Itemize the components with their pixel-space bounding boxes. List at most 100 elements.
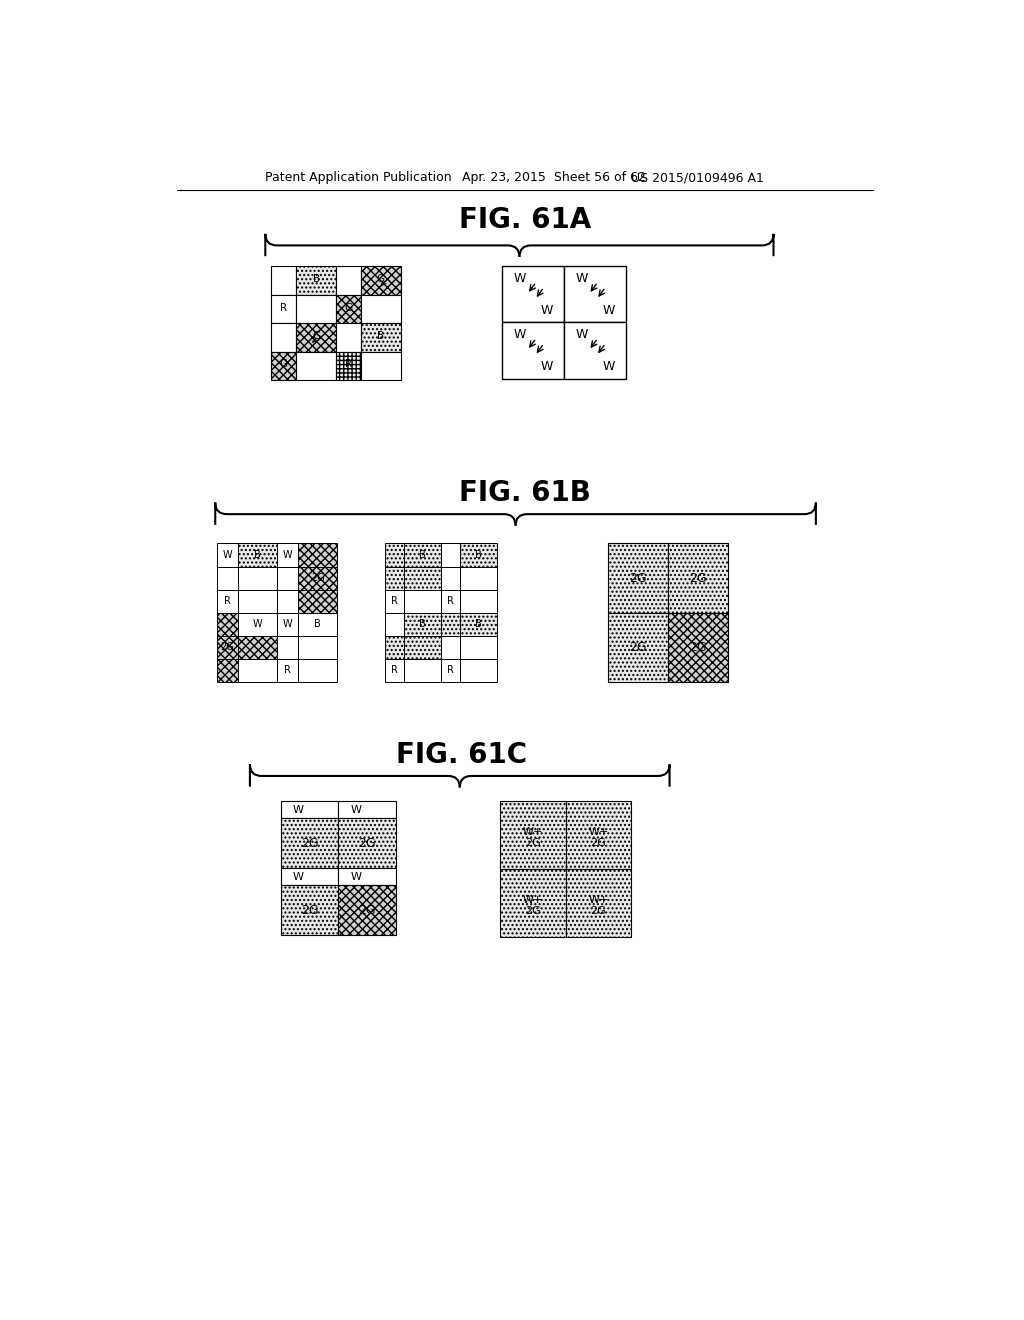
Bar (503, 322, 564, 379)
Bar (336, 294, 360, 323)
Bar (276, 612, 298, 636)
Text: 2G: 2G (525, 906, 541, 916)
Text: 2G: 2G (301, 904, 318, 917)
Bar (239, 590, 276, 612)
Text: B: B (314, 619, 322, 630)
Bar (298, 659, 337, 682)
Bar (460, 590, 497, 612)
Text: R: R (281, 302, 288, 313)
Bar (403, 659, 441, 682)
Text: G: G (280, 359, 288, 370)
Text: 2G: 2G (221, 643, 234, 652)
Text: W: W (541, 304, 553, 317)
Bar (296, 267, 336, 294)
Text: B: B (312, 275, 319, 284)
Text: W: W (513, 272, 526, 285)
Text: W: W (541, 360, 553, 372)
Bar (298, 636, 337, 659)
Bar (668, 544, 728, 612)
Bar (385, 659, 403, 682)
Bar (403, 612, 441, 636)
Bar (336, 267, 360, 294)
Text: B: B (419, 550, 426, 560)
Bar (296, 294, 336, 323)
Bar (239, 659, 276, 682)
Bar (460, 636, 497, 659)
Bar (296, 351, 336, 380)
Bar (217, 659, 239, 682)
Bar (564, 267, 626, 322)
Bar (217, 544, 239, 566)
Text: G: G (377, 275, 385, 284)
Text: W+: W+ (588, 895, 608, 904)
Text: 2G: 2G (629, 572, 647, 585)
Text: Apr. 23, 2015  Sheet 56 of 62: Apr. 23, 2015 Sheet 56 of 62 (462, 172, 645, 185)
Text: R: R (224, 597, 231, 606)
Bar (441, 659, 460, 682)
Bar (500, 869, 565, 937)
Bar (441, 590, 460, 612)
Text: Patent Application Publication: Patent Application Publication (265, 172, 452, 185)
Text: W+: W+ (588, 826, 608, 837)
Text: W: W (293, 871, 303, 882)
Bar (217, 612, 239, 636)
Text: W: W (513, 329, 526, 342)
Bar (360, 351, 400, 380)
Text: G: G (344, 302, 352, 313)
Bar (336, 351, 360, 380)
Bar (460, 659, 497, 682)
Bar (339, 869, 396, 886)
Text: R: R (285, 665, 291, 676)
Bar (500, 801, 565, 869)
Bar (385, 544, 403, 566)
Bar (360, 294, 400, 323)
Bar (565, 801, 631, 869)
Text: 2G: 2G (525, 838, 541, 849)
Bar (360, 267, 400, 294)
Text: FIG. 61C: FIG. 61C (396, 741, 527, 770)
Bar (336, 323, 360, 351)
Bar (339, 818, 396, 869)
Bar (668, 612, 728, 682)
Bar (403, 590, 441, 612)
Bar (385, 566, 403, 590)
Bar (360, 323, 400, 351)
Bar (441, 612, 460, 636)
Text: 2G: 2G (591, 906, 606, 916)
Text: B: B (475, 550, 482, 560)
Text: 2G: 2G (311, 573, 325, 583)
Bar (217, 590, 239, 612)
Text: W+: W+ (522, 826, 543, 837)
Bar (503, 267, 564, 322)
Text: 2G: 2G (358, 837, 376, 850)
Text: G: G (312, 331, 321, 341)
Bar (217, 636, 239, 659)
Text: FIG. 61B: FIG. 61B (459, 479, 591, 507)
Bar (239, 544, 276, 566)
Bar (276, 566, 298, 590)
Bar (403, 636, 441, 659)
Bar (385, 636, 403, 659)
Text: W: W (293, 805, 303, 814)
Text: W: W (350, 805, 361, 814)
Text: W: W (602, 360, 614, 372)
Text: W: W (283, 619, 293, 630)
Bar (298, 566, 337, 590)
Bar (460, 544, 497, 566)
Bar (276, 544, 298, 566)
Bar (271, 323, 296, 351)
Text: R: R (447, 665, 454, 676)
Bar (608, 544, 668, 612)
Bar (460, 612, 497, 636)
Bar (339, 886, 396, 936)
Text: W: W (575, 272, 588, 285)
Text: W: W (602, 304, 614, 317)
Bar (441, 636, 460, 659)
Text: R: R (345, 359, 352, 370)
Bar (281, 886, 339, 936)
Text: W+: W+ (522, 895, 543, 904)
Bar (271, 351, 296, 380)
Text: W: W (253, 619, 262, 630)
Bar (385, 590, 403, 612)
Bar (217, 566, 239, 590)
